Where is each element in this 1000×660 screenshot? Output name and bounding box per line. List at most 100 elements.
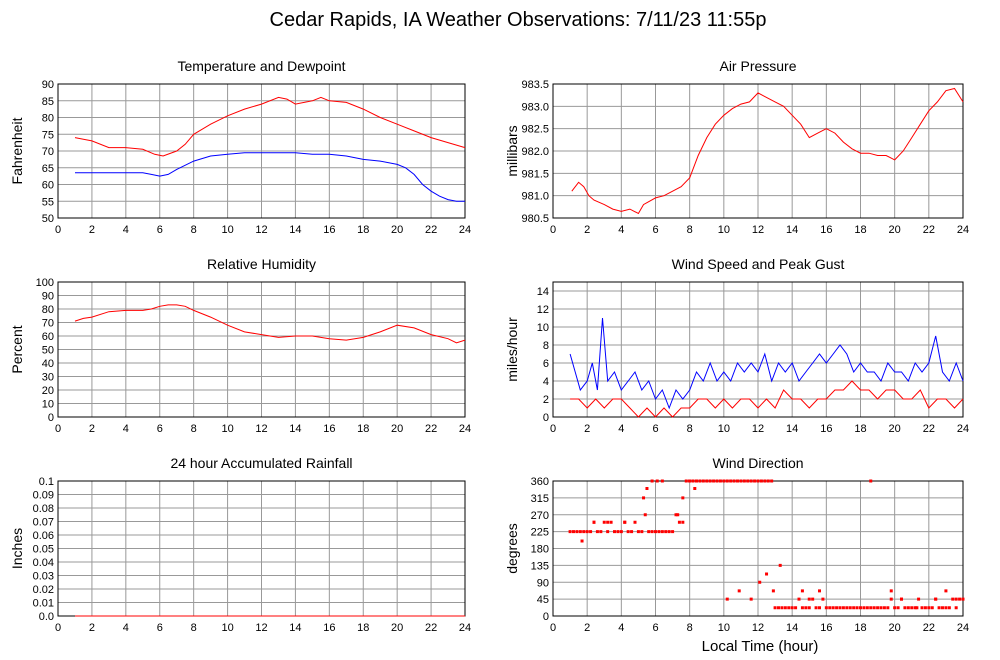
y-axis-label: Percent [9, 325, 25, 373]
x-tick-label: 22 [923, 622, 935, 634]
data-point [660, 530, 664, 534]
data-point [824, 606, 828, 610]
x-tick-label: 0 [55, 423, 61, 435]
data-point [589, 530, 593, 534]
x-tick-label: 24 [459, 423, 471, 435]
data-point [642, 496, 646, 500]
x-tick-label: 20 [391, 622, 403, 634]
y-tick-label: 0 [543, 611, 549, 623]
data-point [855, 606, 859, 610]
data-point [780, 606, 784, 610]
y-tick-label: 85 [42, 96, 54, 108]
data-point [777, 606, 780, 610]
x-tick-label: 8 [687, 622, 693, 634]
data-point [910, 606, 914, 610]
data-point [568, 530, 572, 534]
y-tick-label: 40 [42, 358, 54, 370]
figure-title: Cedar Rapids, IA Weather Observations: 7… [270, 9, 767, 31]
data-point [961, 597, 965, 601]
x-tick-label: 22 [923, 224, 935, 236]
data-point [698, 479, 702, 483]
x-tick-label: 4 [123, 622, 129, 634]
data-point [773, 606, 777, 610]
series-line-1 [571, 87, 964, 215]
data-point [872, 606, 876, 610]
data-point [674, 513, 678, 517]
data-point [640, 530, 644, 534]
data-point [578, 530, 582, 534]
data-point [821, 597, 825, 601]
data-point [592, 520, 596, 524]
data-point [732, 479, 736, 483]
y-tick-label: 0.02 [33, 584, 54, 596]
data-point [807, 597, 811, 601]
x-tick-label: 16 [820, 423, 832, 435]
y-axis-label: miles/hour [504, 317, 520, 382]
y-tick-label: 12 [537, 304, 549, 316]
data-point [869, 606, 873, 610]
x-tick-label: 18 [854, 224, 866, 236]
data-point [831, 606, 835, 610]
y-tick-label: 315 [531, 493, 549, 505]
data-point [954, 606, 958, 610]
y-tick-label: 981.5 [521, 168, 549, 180]
data-point [771, 589, 775, 593]
data-point [701, 479, 705, 483]
x-tick-label: 14 [289, 622, 301, 634]
y-tick-label: 60 [42, 180, 54, 192]
x-tick-label: 18 [854, 423, 866, 435]
y-tick-label: 10 [42, 399, 54, 411]
data-point [865, 606, 869, 610]
data-point [807, 606, 811, 610]
x-tick-label: 16 [323, 622, 335, 634]
x-tick-label: 4 [618, 224, 624, 236]
data-point [671, 530, 675, 534]
x-tick-label: 14 [289, 423, 301, 435]
y-tick-label: 982.0 [521, 146, 549, 158]
data-point [879, 606, 883, 610]
series-line-1 [74, 304, 466, 344]
data-point [712, 479, 716, 483]
data-point [876, 606, 880, 610]
y-tick-label: 0.0 [39, 611, 54, 623]
y-tick-label: 0.01 [33, 598, 54, 610]
x-tick-label: 20 [391, 423, 403, 435]
series-line-2 [75, 152, 465, 202]
data-point [753, 479, 757, 483]
x-tick-label: 4 [123, 224, 129, 236]
data-point [655, 479, 659, 483]
x-tick-label: 12 [255, 423, 267, 435]
y-tick-label: 90 [42, 291, 54, 303]
x-tick-label: 20 [889, 423, 901, 435]
x-tick-label: 12 [752, 224, 764, 236]
data-point [664, 530, 668, 534]
x-tick-label: 10 [221, 423, 233, 435]
data-point [599, 530, 603, 534]
data-point [691, 479, 695, 483]
y-tick-label: 270 [531, 510, 549, 522]
data-point [766, 479, 770, 483]
data-point [862, 606, 866, 610]
data-point [582, 530, 586, 534]
x-tick-label: 24 [957, 224, 969, 236]
data-point [923, 606, 927, 610]
y-tick-label: 70 [42, 146, 54, 158]
x-tick-label: 6 [157, 622, 163, 634]
x-tick-label: 16 [820, 224, 832, 236]
x-tick-label: 14 [289, 224, 301, 236]
chart-title: Temperature and Dewpoint [177, 58, 345, 74]
data-point [657, 530, 661, 534]
data-point [688, 479, 692, 483]
data-point [708, 479, 712, 483]
data-point [800, 589, 804, 593]
data-point [756, 479, 760, 483]
data-point [606, 530, 610, 534]
data-point [934, 597, 938, 601]
x-tick-label: 8 [687, 224, 693, 236]
x-tick-label: 0 [55, 224, 61, 236]
data-point [681, 496, 685, 500]
x-tick-label: 8 [191, 224, 197, 236]
